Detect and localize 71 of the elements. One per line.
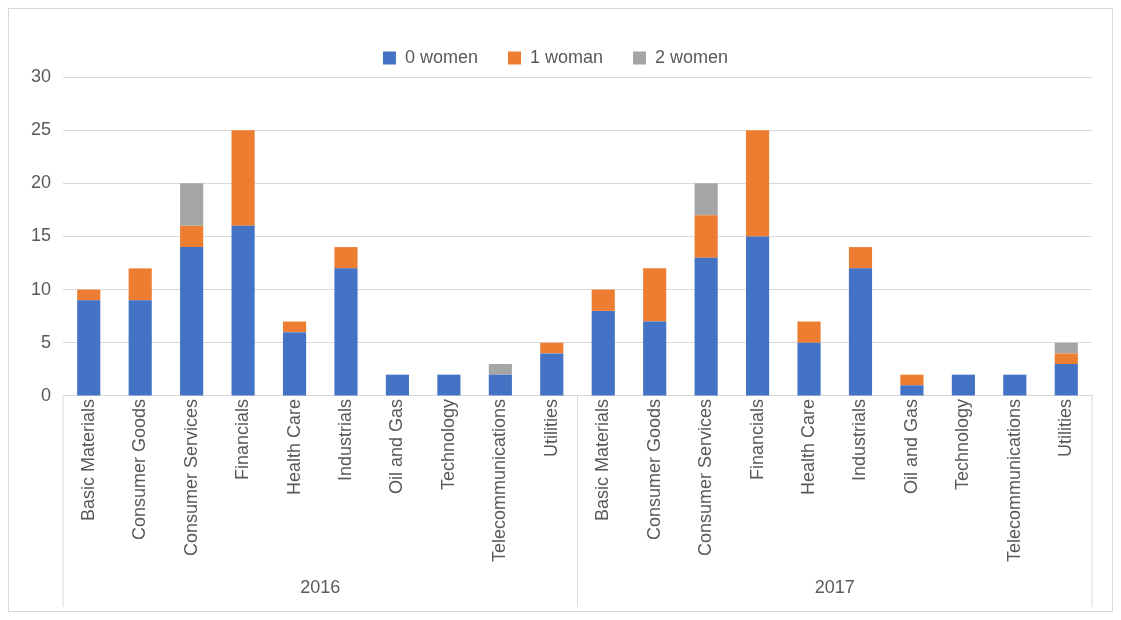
x-tick-label: Oil and Gas	[386, 398, 407, 494]
x-tick-label: Financials	[232, 398, 253, 480]
bar	[231, 130, 255, 226]
x-tick-label: Technology	[952, 398, 973, 491]
bar	[900, 385, 924, 396]
x-tick-label: Utilities	[1055, 398, 1076, 457]
x-tick-label: Industrials	[334, 398, 355, 481]
bar	[231, 225, 255, 396]
bar	[385, 374, 410, 396]
x-tick-label: Oil and Gas	[900, 398, 921, 494]
bar	[848, 247, 873, 269]
text: 2017	[814, 576, 855, 597]
bar	[180, 247, 204, 396]
y-tick-label: 10	[30, 278, 52, 299]
bar	[643, 321, 667, 396]
x-tick-label: Financials	[746, 398, 767, 480]
y-tick-label: 30	[30, 65, 52, 86]
bar	[540, 353, 564, 396]
y-tick-label: 15	[30, 225, 52, 246]
bar	[797, 321, 821, 343]
bar	[540, 342, 564, 354]
bar	[77, 289, 101, 301]
x-tick-label: Technology	[437, 398, 458, 491]
bar	[1054, 353, 1078, 365]
y-tick-label: 25	[30, 119, 52, 140]
bar	[746, 130, 770, 237]
bar	[797, 342, 821, 396]
bar	[1054, 364, 1078, 396]
bar	[180, 183, 204, 226]
bar	[900, 374, 924, 386]
x-tick-label: Telecommunications	[1003, 398, 1024, 563]
x-tick-label: Consumer Goods	[129, 398, 150, 541]
bar	[591, 310, 615, 396]
bar	[488, 364, 512, 375]
legend-label: 2 women	[655, 46, 729, 67]
bar	[282, 332, 307, 396]
bar	[591, 289, 615, 311]
bar	[951, 374, 975, 396]
bar	[282, 321, 307, 333]
bar	[334, 247, 358, 269]
x-tick-label: Utilities	[540, 398, 561, 457]
y-tick-label: 20	[30, 172, 52, 193]
x-tick-label: Health Care	[283, 398, 304, 495]
bar	[746, 236, 770, 396]
x-tick-label: Industrials	[849, 398, 870, 481]
bar	[643, 268, 667, 322]
bar	[694, 215, 718, 258]
bar	[437, 374, 461, 396]
text: 2016	[300, 576, 341, 597]
x-tick-label: Consumer Services	[180, 398, 201, 556]
bar	[334, 268, 358, 396]
x-tick-label: Consumer Services	[695, 398, 716, 556]
bar	[1003, 374, 1027, 396]
x-tick-label: Basic Materials	[77, 398, 98, 521]
x-tick-label: Health Care	[798, 398, 818, 495]
bar	[128, 268, 152, 301]
legend-label: 1 woman	[529, 46, 604, 67]
bar	[488, 374, 512, 396]
x-tick-label: Consumer Goods	[643, 398, 664, 541]
bar	[128, 300, 152, 396]
bar	[180, 225, 204, 248]
x-tick-label: Telecommunications	[489, 398, 510, 563]
legend-label: 0 women	[404, 46, 478, 67]
bar	[694, 257, 718, 396]
bar	[694, 183, 718, 216]
x-tick-label: Basic Materials	[592, 398, 613, 521]
y-tick-label: 0	[41, 384, 52, 405]
bar	[848, 268, 873, 396]
bar	[77, 300, 101, 396]
bar	[1054, 342, 1078, 354]
y-tick-label: 5	[41, 331, 52, 352]
